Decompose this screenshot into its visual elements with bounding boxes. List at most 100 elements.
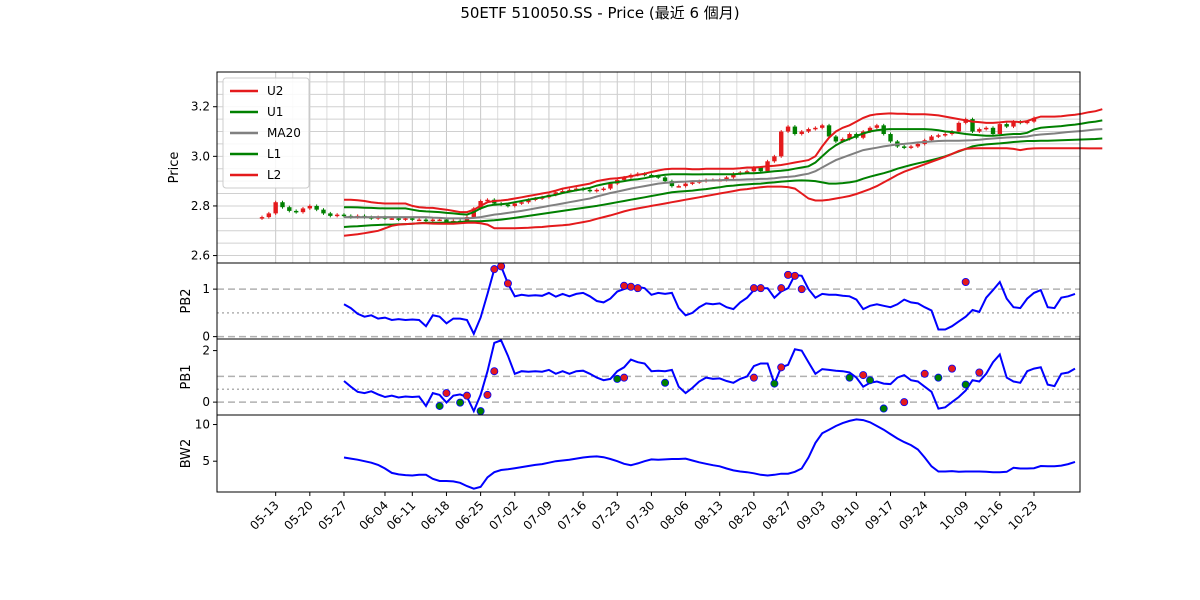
series-line-bw2 — [343, 418, 1076, 490]
candle-body — [983, 127, 989, 130]
candle-body — [505, 204, 511, 207]
signal-point-red — [462, 391, 471, 400]
chart-title: 50ETF 510050.SS - Price (最近 6 個月) — [460, 4, 739, 22]
signal-point-green — [456, 398, 465, 407]
candle-body — [977, 129, 982, 132]
signal-point-green — [770, 379, 779, 388]
x-tick-label: 06-11 — [384, 498, 419, 533]
x-tick-label: 09-17 — [862, 498, 897, 533]
signal-point-green — [866, 376, 875, 385]
x-tick-label: 07-30 — [623, 498, 658, 533]
candle-body — [512, 203, 517, 206]
y-tick-label: 3.0 — [191, 149, 210, 163]
candle-body — [799, 131, 804, 135]
candle-body — [587, 189, 593, 192]
signal-point-red — [620, 281, 629, 290]
candle-body — [594, 189, 599, 192]
candle-body — [389, 218, 395, 220]
x-tick-label: 05-13 — [247, 498, 282, 533]
panel-frame — [216, 414, 1081, 493]
candle-body — [676, 186, 681, 188]
candle-body — [1024, 121, 1030, 124]
x-tick-label: 06-25 — [452, 498, 487, 533]
candle-body — [874, 125, 880, 128]
legend: U2 U1 MA20 L1 L2 — [222, 77, 310, 189]
signal-point-green — [476, 407, 485, 416]
signal-point-red — [961, 277, 970, 286]
signal-point-red — [442, 389, 451, 398]
signal-point-red — [620, 373, 629, 382]
y-axis-label: PB2 — [179, 288, 194, 313]
candle-body — [847, 134, 852, 139]
y-tick-label: 0 — [202, 395, 210, 409]
candle-body — [416, 219, 422, 222]
legend-label: L1 — [267, 147, 281, 161]
x-tick-label: 10-09 — [937, 498, 972, 533]
candle-body — [929, 136, 934, 141]
y-tick-label: 1 — [202, 282, 210, 296]
candle-body — [314, 205, 319, 210]
x-tick-label: 07-23 — [589, 498, 624, 533]
y-axis-label: PB1 — [179, 364, 194, 389]
candle-body — [403, 218, 408, 220]
candle-body — [833, 136, 839, 142]
legend-label: MA20 — [267, 126, 301, 140]
candle-body — [792, 126, 798, 135]
candle-body — [430, 219, 435, 222]
signal-point-red — [859, 371, 868, 380]
candle-body — [942, 134, 948, 136]
x-tick-label: 05-20 — [281, 498, 316, 533]
candle-body — [519, 202, 524, 204]
candle-body — [861, 131, 866, 138]
candle-body — [280, 202, 285, 208]
x-tick-label: 07-16 — [555, 498, 590, 533]
signal-point-red — [900, 398, 909, 407]
candle-body — [526, 199, 531, 203]
candle-body — [464, 217, 470, 223]
signal-point-green — [435, 401, 444, 410]
signal-point-red — [633, 284, 642, 293]
candle-body — [990, 127, 996, 135]
series-line-u2 — [344, 108, 1103, 214]
signal-point-green — [661, 378, 670, 387]
candle-body — [423, 219, 429, 222]
candle-body — [669, 181, 675, 187]
x-tick-label: 06-18 — [418, 498, 453, 533]
candle-body — [813, 127, 818, 130]
signal-point-red — [784, 270, 793, 279]
candle-body — [806, 129, 811, 132]
x-tick-label: 07-02 — [486, 498, 521, 533]
signal-point-red — [490, 265, 499, 274]
candle-body — [731, 173, 736, 178]
candle-body — [444, 219, 449, 223]
x-tick-label: 06-04 — [357, 498, 392, 533]
signal-point-red — [749, 373, 758, 382]
chart-panels: 2.62.83.03.2PriceU2U1MA20L1L201PB202PB15… — [167, 71, 1103, 533]
candle-body — [259, 217, 265, 219]
signal-point-red — [626, 282, 635, 291]
candle-body — [662, 177, 668, 182]
candle-body — [751, 167, 757, 172]
y-axis-label: BW2 — [179, 439, 194, 469]
candle-body — [970, 119, 975, 132]
x-tick-label: 07-09 — [520, 498, 555, 533]
y-tick-label: 5 — [202, 454, 210, 468]
candle-body — [888, 134, 893, 142]
legend-label: U2 — [267, 84, 283, 98]
candle-body — [410, 218, 415, 220]
x-tick-label: 08-20 — [725, 498, 760, 533]
candle-body — [396, 218, 401, 220]
candle-body — [908, 146, 914, 148]
x-tick-label: 09-03 — [794, 498, 829, 533]
signal-point-red — [975, 368, 984, 377]
signal-point-red — [497, 262, 506, 271]
candle-body — [328, 213, 333, 216]
candle-body — [690, 182, 695, 184]
y-axis-label: Price — [167, 152, 182, 184]
candle-body — [683, 183, 688, 187]
signal-point-red — [920, 369, 929, 378]
candle-body — [621, 177, 627, 180]
panel-PB2: 0 1 PB2 — [179, 262, 1081, 344]
candle-body — [772, 156, 777, 162]
signal-point-red — [797, 285, 806, 294]
